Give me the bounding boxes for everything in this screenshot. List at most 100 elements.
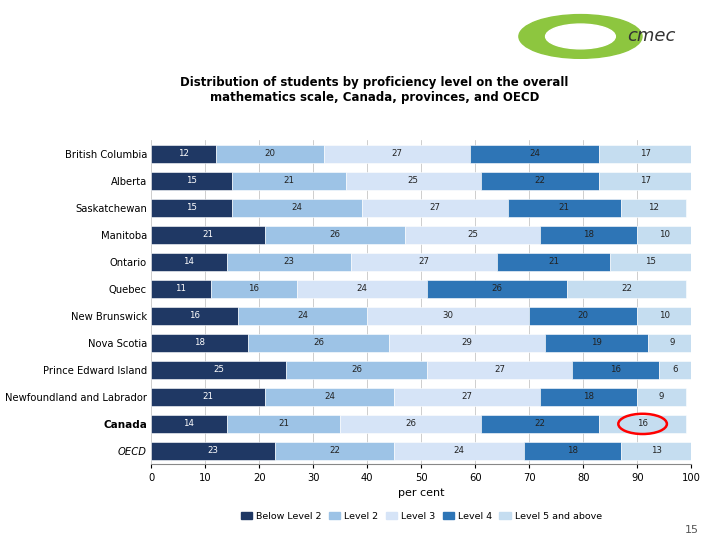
Text: 22: 22 xyxy=(534,420,546,428)
Text: 18: 18 xyxy=(583,393,594,401)
Bar xyxy=(265,388,395,406)
Text: cmec: cmec xyxy=(628,28,676,45)
Bar xyxy=(659,361,691,379)
Bar xyxy=(497,253,611,271)
Text: 6: 6 xyxy=(672,366,678,374)
Bar xyxy=(546,334,648,352)
Text: 26: 26 xyxy=(313,339,324,347)
Text: 16: 16 xyxy=(610,366,621,374)
Text: reached the highest levels of performance.: reached the highest levels of performanc… xyxy=(21,45,379,60)
Text: 26: 26 xyxy=(405,420,416,428)
Bar xyxy=(151,226,265,244)
Text: 27: 27 xyxy=(494,366,505,374)
Bar xyxy=(367,307,529,325)
Bar xyxy=(611,253,691,271)
Bar xyxy=(151,442,275,460)
Bar xyxy=(351,253,497,271)
Circle shape xyxy=(546,24,616,49)
Bar xyxy=(395,388,540,406)
Text: 18: 18 xyxy=(194,339,205,347)
Text: 27: 27 xyxy=(429,204,440,212)
Bar xyxy=(426,280,567,298)
Text: 24: 24 xyxy=(529,150,540,158)
Bar xyxy=(287,361,426,379)
Bar xyxy=(637,226,691,244)
Text: 13: 13 xyxy=(651,447,662,455)
Text: 24: 24 xyxy=(356,285,367,293)
Text: 21: 21 xyxy=(278,420,289,428)
Text: 21: 21 xyxy=(548,258,559,266)
Text: 21: 21 xyxy=(202,231,213,239)
Bar xyxy=(637,388,686,406)
Bar xyxy=(346,172,481,190)
Bar xyxy=(523,442,621,460)
Bar xyxy=(324,145,470,163)
Text: 21: 21 xyxy=(202,393,213,401)
Text: 16: 16 xyxy=(189,312,200,320)
Text: 17: 17 xyxy=(640,177,651,185)
Text: 9: 9 xyxy=(659,393,664,401)
Bar xyxy=(151,388,265,406)
Bar xyxy=(227,415,341,433)
Bar xyxy=(265,226,405,244)
Text: 10: 10 xyxy=(659,312,670,320)
Bar xyxy=(481,172,600,190)
Bar xyxy=(389,334,546,352)
Bar xyxy=(362,199,508,217)
Text: Distribution of students by proficiency level on the overall
mathematics scale, : Distribution of students by proficiency … xyxy=(180,76,569,104)
Text: 25: 25 xyxy=(467,231,478,239)
Bar xyxy=(210,280,297,298)
Bar xyxy=(648,334,697,352)
Text: 18: 18 xyxy=(567,447,578,455)
Bar xyxy=(151,253,227,271)
Text: 23: 23 xyxy=(208,447,219,455)
Bar xyxy=(567,280,685,298)
Bar xyxy=(481,415,600,433)
Bar xyxy=(227,253,351,271)
Text: 12: 12 xyxy=(648,204,659,212)
Text: 22: 22 xyxy=(621,285,632,293)
Bar xyxy=(275,442,395,460)
Text: 20: 20 xyxy=(264,150,276,158)
Bar xyxy=(151,307,238,325)
Text: … while over 16% of Canadian students: … while over 16% of Canadian students xyxy=(21,15,348,29)
Circle shape xyxy=(519,15,642,58)
Text: 17: 17 xyxy=(640,150,651,158)
Bar xyxy=(600,172,691,190)
Text: 19: 19 xyxy=(591,339,602,347)
Text: 16: 16 xyxy=(248,285,259,293)
Bar xyxy=(395,442,524,460)
Bar xyxy=(426,361,572,379)
Bar xyxy=(216,145,324,163)
Text: 24: 24 xyxy=(324,393,335,401)
Text: 21: 21 xyxy=(284,177,294,185)
Text: 12: 12 xyxy=(178,150,189,158)
Bar xyxy=(238,307,367,325)
Text: 24: 24 xyxy=(297,312,308,320)
Bar xyxy=(508,199,621,217)
Bar xyxy=(600,415,686,433)
Bar xyxy=(232,199,362,217)
Bar xyxy=(151,415,227,433)
Bar xyxy=(621,199,685,217)
Text: 15: 15 xyxy=(685,524,698,535)
Text: 24: 24 xyxy=(454,447,464,455)
Text: 26: 26 xyxy=(329,231,341,239)
Text: 14: 14 xyxy=(184,258,194,266)
Text: 15: 15 xyxy=(186,177,197,185)
Bar xyxy=(405,226,540,244)
Bar xyxy=(232,172,346,190)
Text: 30: 30 xyxy=(443,312,454,320)
Text: 22: 22 xyxy=(329,447,341,455)
Bar xyxy=(600,145,691,163)
Bar xyxy=(297,280,426,298)
Text: 15: 15 xyxy=(645,258,656,266)
Text: 25: 25 xyxy=(408,177,418,185)
Text: 24: 24 xyxy=(292,204,302,212)
Text: 14: 14 xyxy=(184,420,194,428)
Bar xyxy=(151,199,232,217)
Bar xyxy=(529,307,637,325)
Text: 20: 20 xyxy=(577,312,589,320)
Bar xyxy=(540,388,637,406)
Text: 27: 27 xyxy=(392,150,402,158)
